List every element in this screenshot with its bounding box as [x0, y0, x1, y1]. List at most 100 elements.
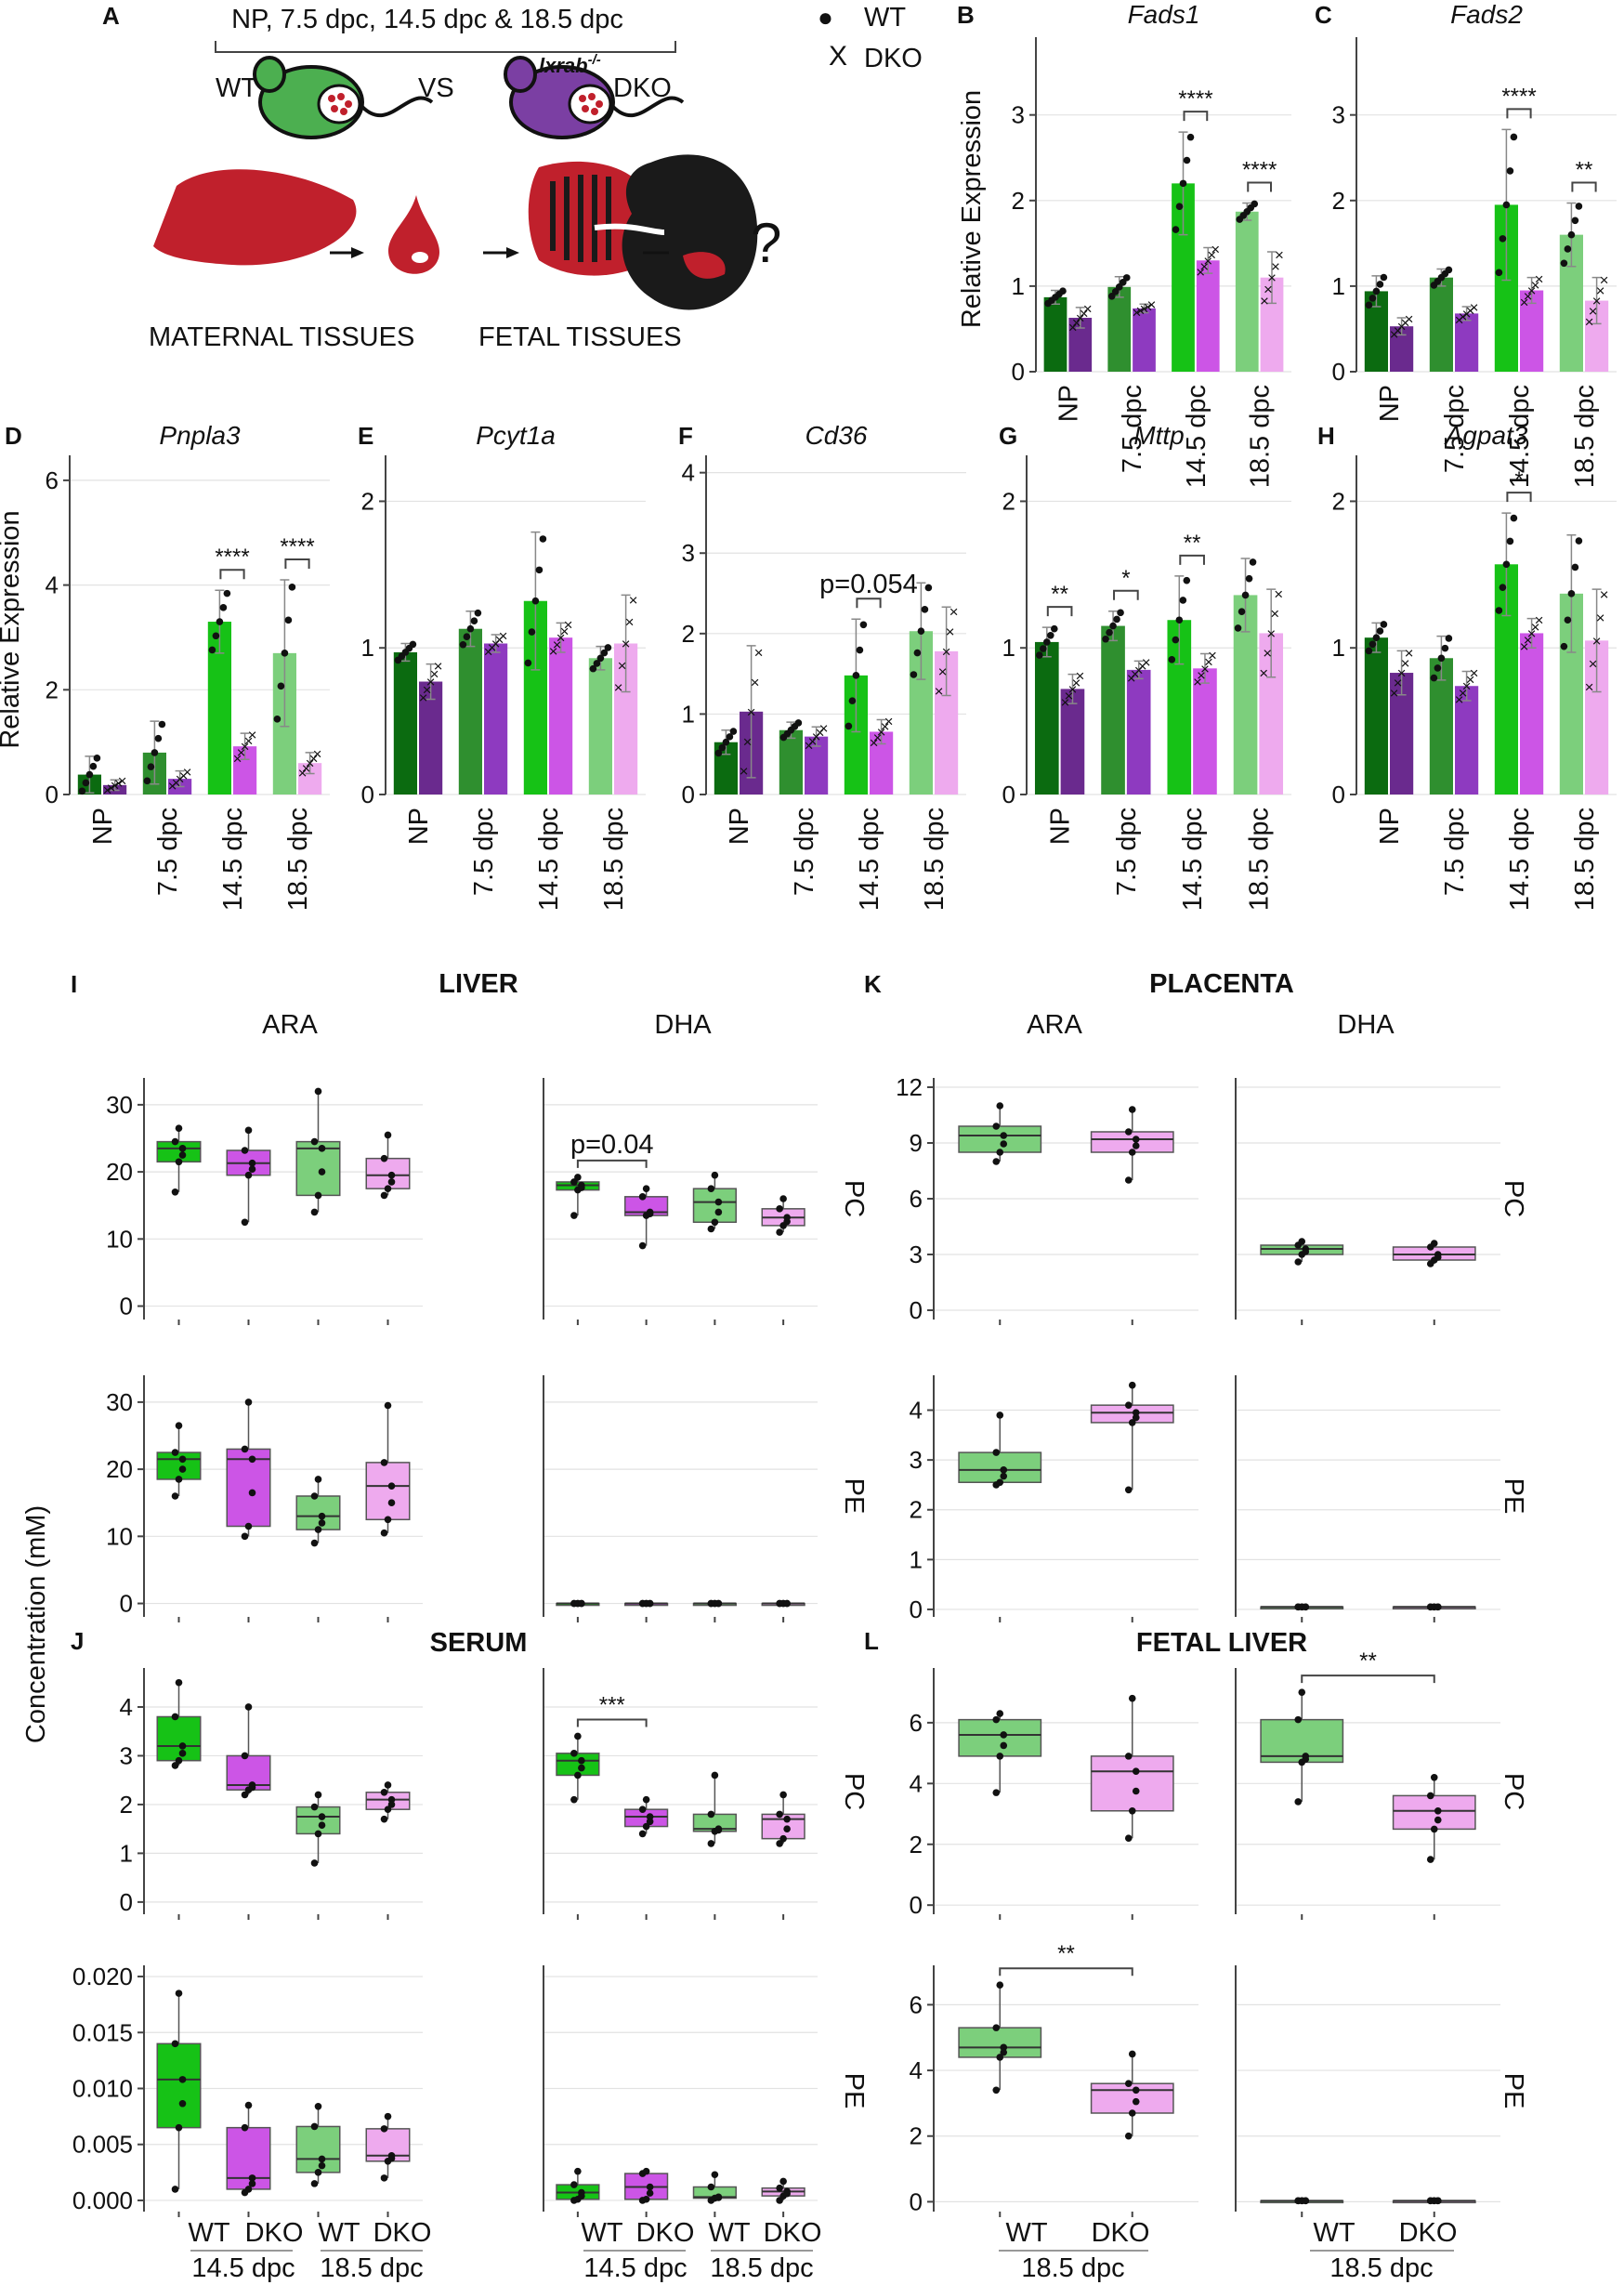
- data-point-dko: ×: [1134, 662, 1144, 679]
- strip-liver-pe: PE: [839, 1478, 869, 1515]
- data-point-dko: ×: [309, 750, 319, 768]
- data-point-dko: ×: [1208, 647, 1217, 664]
- data-point-dko: ×: [881, 718, 890, 736]
- x-tick-label: 14.5 dpc: [1182, 385, 1211, 488]
- data-point: [171, 1762, 179, 1769]
- data-point-wt: [1564, 616, 1572, 624]
- x-dko-1: DKO: [245, 2218, 304, 2248]
- data-point-wt: [1059, 287, 1067, 295]
- data-point: [318, 1519, 326, 1527]
- significance-label: *: [1121, 566, 1130, 591]
- significance-label: ****: [1501, 84, 1536, 109]
- panel-title: Fads2: [1450, 0, 1523, 29]
- data-point: [387, 1795, 396, 1804]
- panel-title: Agpat3: [1444, 421, 1528, 450]
- data-point: [1430, 1773, 1438, 1781]
- data-point: [992, 1789, 1001, 1796]
- data-point: [244, 2101, 253, 2109]
- x-tick-label: 18.5 dpc: [1244, 808, 1274, 911]
- data-point: [1434, 1603, 1442, 1611]
- bar-wt: [393, 651, 417, 794]
- data-point: [996, 1753, 1004, 1760]
- x-group-145-2: 14.5 dpc: [583, 2253, 687, 2283]
- data-point-wt: [1168, 656, 1176, 663]
- error-bar: [1267, 251, 1277, 305]
- data-point: [714, 1599, 723, 1608]
- data-point-dko: ×: [1592, 293, 1602, 310]
- data-point-dko: ×: [1600, 271, 1609, 289]
- bar-wt: [1429, 277, 1453, 372]
- data-point-wt: [1369, 295, 1377, 302]
- error-bar: [1133, 660, 1144, 680]
- data-point-wt: [223, 589, 231, 598]
- box-panel-j-ara-pc: 0 1 2 3 4: [120, 1668, 423, 1920]
- y-tick-label: 3: [682, 539, 695, 567]
- box: [692, 1188, 737, 1224]
- data-point: [1430, 1825, 1438, 1833]
- y-tick-label: 30: [106, 1091, 133, 1119]
- significance-label: *: [1514, 467, 1523, 492]
- data-point-wt: [1445, 266, 1453, 274]
- panel-title: Pnpla3: [159, 421, 241, 450]
- significance-bracket: [219, 569, 245, 580]
- y-tick-label: 2: [120, 1791, 133, 1819]
- y-tick-label: 4: [46, 571, 59, 599]
- data-point: [1426, 1856, 1434, 1863]
- data-point: [707, 1810, 715, 1819]
- data-point-wt: [1183, 156, 1191, 164]
- data-point: [783, 1599, 791, 1608]
- data-point: [776, 1205, 783, 1213]
- data-point-wt: [463, 633, 471, 641]
- data-point-wt: [151, 749, 159, 756]
- data-point: [241, 1791, 249, 1799]
- box-panel-j-dha-pc: ***: [543, 1668, 818, 1920]
- data-point: [178, 1145, 187, 1152]
- data-point-wt: [794, 719, 803, 727]
- data-point-dko: ×: [743, 733, 753, 751]
- data-point: [387, 1171, 396, 1179]
- data-point: [638, 1806, 647, 1813]
- data-point-dko: ×: [1199, 257, 1209, 275]
- data-point: [384, 1401, 392, 1410]
- data-point-dko: ×: [942, 643, 951, 661]
- data-point-dko: ×: [298, 764, 308, 781]
- data-point: [178, 1465, 187, 1473]
- y-tick-label: 0: [910, 1891, 923, 1919]
- data-point: [248, 1159, 256, 1167]
- box: [958, 1451, 1042, 1484]
- box-panel-l-ara-pc: 0 2 4 6: [910, 1668, 1198, 1920]
- data-point-wt: [600, 649, 609, 657]
- data-point-dko: ×: [877, 723, 886, 741]
- data-point-wt: [1251, 200, 1259, 208]
- fetal-liver-heading: FETAL LIVER: [1136, 1628, 1307, 1658]
- data-point: [992, 2024, 1001, 2031]
- data-point-wt: [722, 738, 730, 746]
- x-group-185-4: 18.5 dpc: [1329, 2253, 1433, 2283]
- y-tick-label: 2: [1332, 487, 1345, 515]
- box: [761, 1813, 805, 1840]
- data-point: [178, 2076, 187, 2083]
- box-panel-l-ara-pe: 0 2 4 6 **: [910, 1941, 1198, 2217]
- significance-label: ***: [599, 1692, 625, 1717]
- data-point-dko: ×: [1083, 300, 1093, 318]
- data-point-dko: ×: [808, 732, 818, 750]
- placenta-heading: PLACENTA: [1149, 969, 1294, 999]
- arrowhead-2: [506, 247, 519, 258]
- data-point: [776, 1840, 783, 1847]
- data-point-dko: ×: [873, 729, 883, 746]
- x-tick-label: NP: [1054, 385, 1083, 422]
- data-point-wt: [273, 716, 282, 723]
- data-point-dko: ×: [248, 726, 257, 743]
- data-point: [387, 1178, 396, 1186]
- data-point-dko: ×: [233, 750, 242, 768]
- y-tick-label: 0: [120, 1888, 133, 1916]
- significance-bracket: [1571, 181, 1597, 192]
- data-point-wt: [1437, 654, 1446, 663]
- significance-label: ****: [215, 545, 249, 570]
- data-point-wt: [859, 621, 868, 629]
- data-point-dko: ×: [306, 755, 315, 772]
- x-tick-label: 14.5 dpc: [218, 808, 248, 911]
- data-point-dko: ×: [1589, 303, 1598, 321]
- data-point-wt: [848, 697, 857, 704]
- bar-wt: [1034, 641, 1059, 794]
